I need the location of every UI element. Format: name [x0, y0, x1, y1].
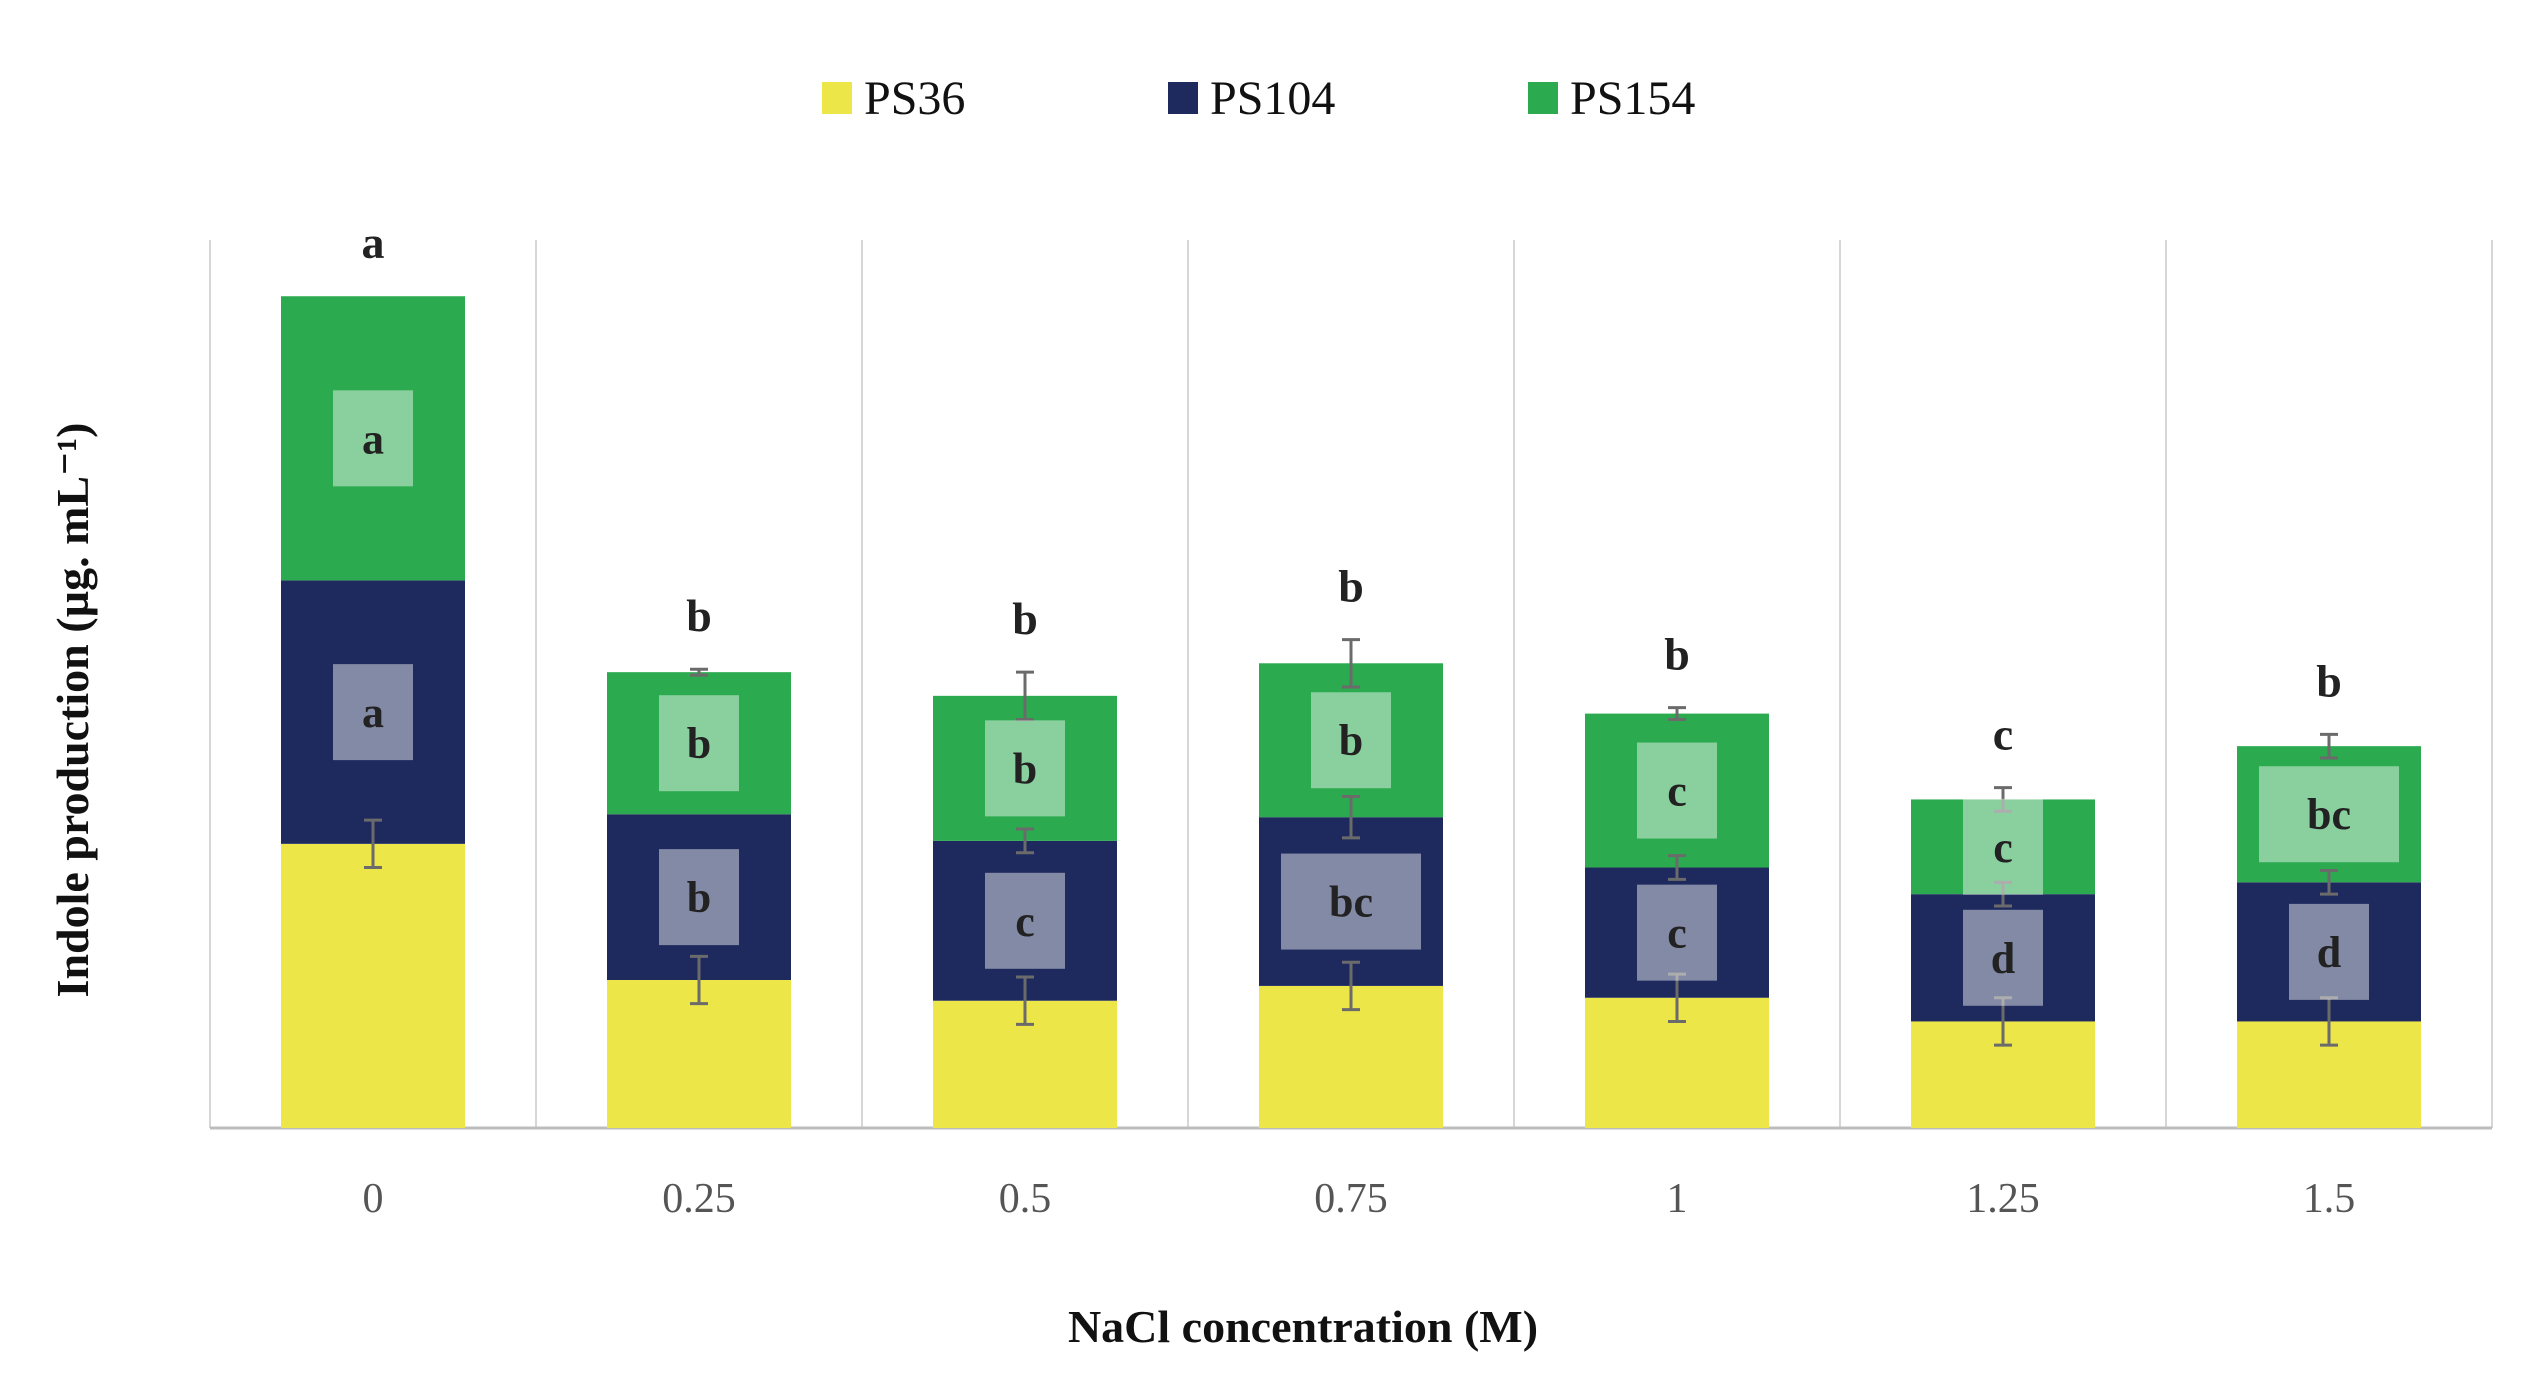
total-significance-letter: b	[1664, 629, 1690, 680]
legend-swatch-ps104	[1168, 82, 1198, 114]
significance-box	[1963, 909, 2043, 1006]
bars	[281, 296, 2421, 1128]
x-tick-label: 0.5	[999, 1176, 1052, 1222]
significance-letter-ps104: bc	[1329, 878, 1373, 927]
significance-box	[659, 695, 739, 792]
category-separators	[209, 240, 2493, 1128]
total-significance-letter: a	[362, 217, 385, 268]
significance-letter-ps154: a	[362, 414, 384, 463]
significance-box	[2259, 766, 2399, 863]
total-significance-letter: c	[1993, 709, 2013, 760]
significance-box	[1963, 798, 2043, 895]
legend-label-ps104: PS104	[1210, 72, 1335, 125]
bar-segment-ps104	[281, 580, 465, 844]
significance-letter-ps104: c	[1667, 909, 1687, 958]
bar-segment-ps154	[607, 672, 791, 815]
y-axis-title: Indole production (µg. mL⁻¹)	[47, 423, 98, 998]
significance-letter-ps154: c	[1667, 767, 1687, 816]
bar-segment-ps154	[1911, 799, 2095, 895]
significance-letter-ps104: a	[362, 688, 384, 737]
bar-segment-ps104	[607, 814, 791, 980]
bar-segment-ps104	[1259, 817, 1443, 986]
significance-box	[1637, 884, 1717, 981]
bar-segment-ps154	[2237, 746, 2421, 883]
legend: PS36 PS104 PS154	[822, 72, 1695, 125]
x-tick-label: 1.5	[2303, 1176, 2356, 1222]
significance-letter-ps154: c	[1993, 823, 2013, 872]
legend-label-ps154: PS154	[1570, 72, 1695, 125]
significance-box	[2289, 903, 2369, 1000]
x-tick-label: 0.25	[662, 1176, 736, 1222]
x-tick-label: 0.75	[1314, 1176, 1388, 1222]
bar-segment-ps36	[281, 843, 465, 1128]
significance-box	[985, 872, 1065, 969]
significance-box	[333, 390, 413, 487]
x-tick-label: 1	[1667, 1176, 1688, 1222]
bar-segment-ps104	[933, 840, 1117, 1001]
error-bars	[364, 638, 2338, 1047]
significance-letter-ps154: b	[1013, 744, 1037, 793]
significance-box	[985, 720, 1065, 817]
bar-segment-ps154	[1259, 663, 1443, 818]
significance-box	[1281, 853, 1421, 950]
significance-letter-ps104: b	[687, 873, 711, 922]
legend-label-ps36: PS36	[864, 72, 965, 125]
significance-letter-ps104: d	[2317, 928, 2341, 977]
significance-box	[659, 849, 739, 946]
significance-box	[1311, 692, 1391, 789]
significance-letter-ps154: b	[687, 719, 711, 768]
significance-letter-ps104: d	[1991, 934, 2015, 983]
significance-letter-ps154: b	[1339, 716, 1363, 765]
bar-segment-ps154	[1585, 713, 1769, 868]
total-significance-letter: b	[1012, 593, 1038, 644]
x-axis-title: NaCl concentration (M)	[1068, 1301, 1538, 1352]
significance-letter-ps154: bc	[2307, 790, 2351, 839]
legend-swatch-ps154	[1528, 82, 1558, 114]
bar-segment-ps154	[281, 296, 465, 581]
x-tick-label: 1.25	[1966, 1176, 2040, 1222]
total-significance-letter: b	[2316, 655, 2342, 706]
significance-box	[333, 664, 413, 761]
x-tick-label: 0	[363, 1176, 384, 1222]
significance-letter-ps104: c	[1015, 897, 1035, 946]
total-significance-letter: b	[1338, 561, 1364, 612]
total-significance-letter: b	[686, 590, 712, 641]
legend-swatch-ps36	[822, 82, 852, 114]
significance-box	[1637, 742, 1717, 839]
x-tick-labels: 0 0.25 0.5 0.75 1 1.25 1.5	[363, 1176, 2356, 1222]
